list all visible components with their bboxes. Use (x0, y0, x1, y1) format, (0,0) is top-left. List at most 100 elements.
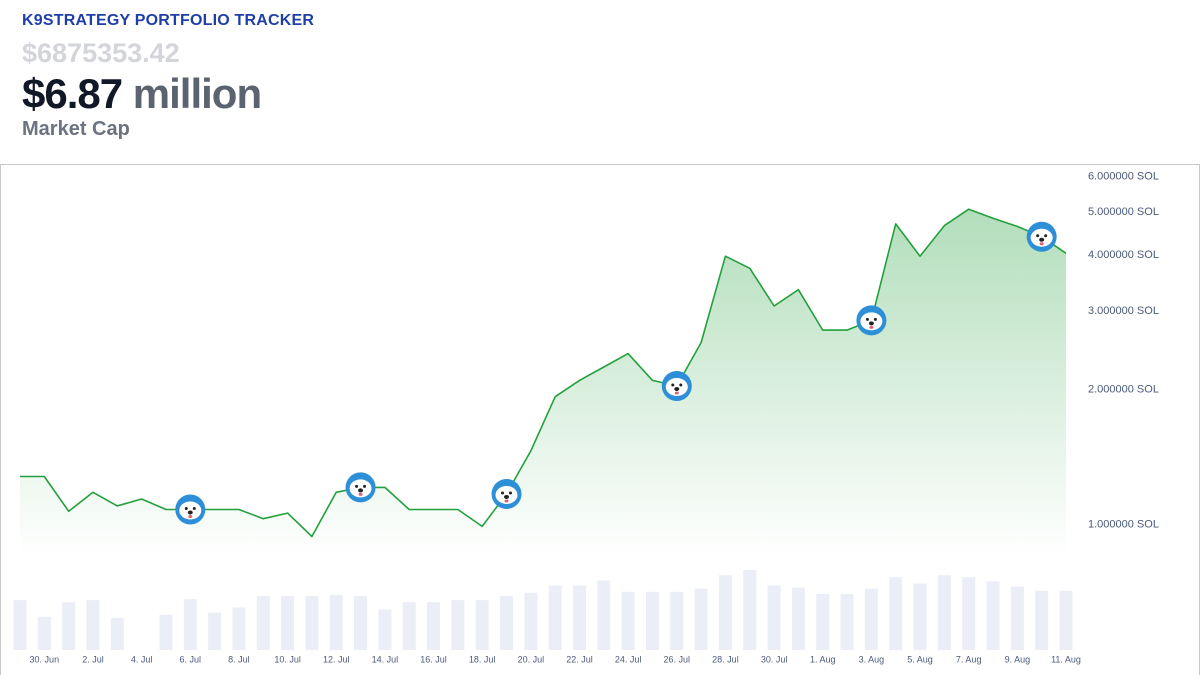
icon-nose (358, 488, 364, 493)
volume-bar (62, 602, 76, 650)
icon-eye (873, 317, 877, 321)
x-tick-label: 2. Jul (82, 654, 104, 664)
volume-bar (329, 594, 343, 650)
volume-bar (767, 585, 781, 650)
y-tick-label: 1.000000 SOL (1088, 518, 1159, 530)
icon-eye (501, 491, 505, 495)
icon-face (495, 485, 518, 504)
headline-value: $6.87 million (22, 70, 262, 118)
mascot-icon (491, 478, 522, 509)
volume-bar (256, 595, 270, 650)
volume-bar (110, 617, 124, 650)
y-tick-label: 2.000000 SOL (1088, 384, 1159, 396)
unit: million (132, 70, 262, 117)
x-tick-label: 26. Jul (664, 654, 691, 664)
x-tick-label: 1. Aug (810, 654, 836, 664)
y-tick-label: 3.000000 SOL (1088, 305, 1159, 317)
title: K9STRATEGY PORTFOLIO TRACKER (22, 12, 315, 29)
volume-bar (718, 575, 732, 650)
volume-bar (208, 612, 222, 650)
icon-eye (671, 383, 675, 387)
volume-bar (572, 585, 586, 650)
x-tick-label: 30. Jun (30, 654, 60, 664)
volume-bar (475, 600, 489, 650)
y-tick-label: 6.000000 SOL (1088, 170, 1159, 182)
volume-bar (597, 580, 611, 650)
x-tick-label: 16. Jul (420, 654, 447, 664)
icon-eye (1036, 234, 1040, 238)
volume-bar (913, 583, 927, 650)
area-fill (20, 209, 1066, 556)
volume-bar (427, 602, 441, 650)
mascot-icon (856, 305, 887, 336)
icon-nose (1039, 237, 1045, 242)
x-tick-label: 18. Jul (469, 654, 496, 664)
icon-eye (184, 506, 188, 510)
volume-bar (791, 587, 805, 650)
icon-eye (363, 484, 367, 488)
x-tick-label: 4. Jul (131, 654, 153, 664)
icon-nose (868, 321, 874, 326)
volume-bar (305, 595, 319, 650)
value-label: Market Cap (22, 118, 130, 140)
icon-tongue (869, 325, 874, 329)
x-tick-label: 12. Jul (323, 654, 350, 664)
x-tick-label: 9. Aug (1005, 654, 1031, 664)
volume-bar (548, 585, 562, 650)
volume-bar (986, 581, 1000, 650)
volume-bar (816, 593, 830, 650)
icon-nose (187, 510, 193, 515)
volume-bar (13, 600, 27, 650)
icon-eye (355, 484, 359, 488)
exact-value: $6875353.42 (22, 38, 180, 68)
value: $6.87 (22, 70, 123, 117)
volume-bar (840, 593, 854, 650)
x-tick-label: 3. Aug (859, 654, 885, 664)
volume-bar (621, 591, 635, 650)
volume-bar (1059, 590, 1073, 650)
icon-eye (192, 506, 196, 510)
volume-bar (281, 595, 295, 650)
icon-tongue (358, 492, 363, 496)
x-tick-label: 11. Aug (1051, 654, 1081, 664)
x-tick-label: 14. Jul (372, 654, 399, 664)
x-tick-label: 7. Aug (956, 654, 982, 664)
volume-bar (1010, 586, 1024, 650)
volume-bar (402, 602, 416, 650)
volume-bar (645, 591, 659, 650)
icon-tongue (1039, 242, 1044, 246)
volume-bar (1035, 590, 1049, 650)
icon-eye (1044, 234, 1048, 238)
mascot-icon (175, 494, 206, 525)
volume-bar (524, 592, 538, 650)
volume-bar (864, 588, 878, 650)
volume-bar (500, 595, 514, 650)
y-tick-label: 5.000000 SOL (1088, 206, 1159, 218)
x-tick-label: 10. Jul (274, 654, 301, 664)
volume-bar (37, 616, 51, 650)
volume-bar (451, 600, 465, 650)
volume-bar (962, 577, 976, 650)
volume-bar (937, 575, 951, 650)
volume-bar (159, 614, 173, 650)
icon-nose (504, 494, 510, 499)
volume-bar (694, 588, 708, 650)
volume-bar (86, 600, 100, 650)
x-tick-label: 6. Jul (180, 654, 202, 664)
x-tick-label: 24. Jul (615, 654, 642, 664)
icon-tongue (504, 499, 509, 503)
mascot-icon (1026, 221, 1057, 252)
volume-bar (183, 599, 197, 650)
x-tick-label: 20. Jul (518, 654, 545, 664)
icon-eye (509, 491, 513, 495)
mascot-icon (661, 370, 692, 401)
volume-bar (670, 591, 684, 650)
x-tick-label: 8. Jul (228, 654, 250, 664)
volume-bar (232, 607, 246, 650)
x-tick-label: 30. Jul (761, 654, 788, 664)
icon-tongue (188, 514, 193, 518)
x-tick-label: 5. Aug (907, 654, 933, 664)
x-tick-label: 22. Jul (566, 654, 593, 664)
volume-bar (378, 609, 392, 650)
